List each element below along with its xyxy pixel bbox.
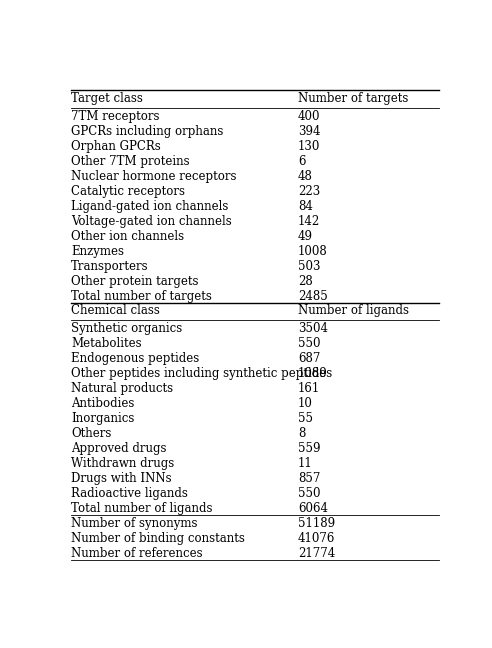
Text: Total number of targets: Total number of targets — [71, 290, 212, 303]
Text: 1008: 1008 — [298, 245, 328, 258]
Text: 51189: 51189 — [298, 517, 335, 530]
Text: Number of targets: Number of targets — [298, 92, 408, 105]
Text: Inorganics: Inorganics — [71, 412, 134, 425]
Text: 84: 84 — [298, 200, 313, 213]
Text: 550: 550 — [298, 337, 320, 350]
Text: Number of synonyms: Number of synonyms — [71, 517, 197, 530]
Text: Number of ligands: Number of ligands — [298, 305, 409, 318]
Text: Enzymes: Enzymes — [71, 245, 124, 258]
Text: 11: 11 — [298, 457, 312, 470]
Text: Radioactive ligands: Radioactive ligands — [71, 487, 188, 500]
Text: 559: 559 — [298, 442, 320, 455]
Text: Drugs with INNs: Drugs with INNs — [71, 472, 172, 485]
Text: Approved drugs: Approved drugs — [71, 442, 166, 455]
Text: 7TM receptors: 7TM receptors — [71, 110, 159, 123]
Text: Number of references: Number of references — [71, 547, 203, 560]
Text: Target class: Target class — [71, 92, 143, 105]
Text: 550: 550 — [298, 487, 320, 500]
Text: Voltage-gated ion channels: Voltage-gated ion channels — [71, 215, 232, 228]
Text: Other protein targets: Other protein targets — [71, 275, 199, 288]
Text: Antibodies: Antibodies — [71, 397, 134, 410]
Text: 161: 161 — [298, 382, 320, 395]
Text: Other ion channels: Other ion channels — [71, 230, 184, 243]
Text: Total number of ligands: Total number of ligands — [71, 502, 213, 515]
Text: 48: 48 — [298, 170, 313, 183]
Text: Nuclear hormone receptors: Nuclear hormone receptors — [71, 170, 237, 183]
Text: 400: 400 — [298, 110, 320, 123]
Text: Endogenous peptides: Endogenous peptides — [71, 353, 199, 365]
Text: Withdrawn drugs: Withdrawn drugs — [71, 457, 174, 470]
Text: Other 7TM proteins: Other 7TM proteins — [71, 155, 189, 168]
Text: Catalytic receptors: Catalytic receptors — [71, 185, 185, 198]
Text: 142: 142 — [298, 215, 320, 228]
Text: 130: 130 — [298, 140, 320, 153]
Text: 55: 55 — [298, 412, 313, 425]
Text: Metabolites: Metabolites — [71, 337, 142, 350]
Text: 223: 223 — [298, 185, 320, 198]
Text: 10: 10 — [298, 397, 313, 410]
Text: Other peptides including synthetic peptides: Other peptides including synthetic pepti… — [71, 367, 332, 380]
Text: 1089: 1089 — [298, 367, 328, 380]
Text: Transporters: Transporters — [71, 260, 149, 273]
Text: Number of binding constants: Number of binding constants — [71, 532, 245, 545]
Text: Ligand-gated ion channels: Ligand-gated ion channels — [71, 200, 228, 213]
Text: 41076: 41076 — [298, 532, 335, 545]
Text: 28: 28 — [298, 275, 312, 288]
Text: Chemical class: Chemical class — [71, 305, 160, 318]
Text: Natural products: Natural products — [71, 382, 173, 395]
Text: 857: 857 — [298, 472, 320, 485]
Text: Orphan GPCRs: Orphan GPCRs — [71, 140, 161, 153]
Text: 687: 687 — [298, 353, 320, 365]
Text: 2485: 2485 — [298, 290, 328, 303]
Text: Others: Others — [71, 427, 111, 440]
Text: 6: 6 — [298, 155, 306, 168]
Text: Synthetic organics: Synthetic organics — [71, 322, 182, 335]
Text: 3504: 3504 — [298, 322, 328, 335]
Text: 8: 8 — [298, 427, 305, 440]
Text: GPCRs including orphans: GPCRs including orphans — [71, 125, 223, 138]
Text: 6064: 6064 — [298, 502, 328, 515]
Text: 49: 49 — [298, 230, 313, 243]
Text: 394: 394 — [298, 125, 320, 138]
Text: 503: 503 — [298, 260, 320, 273]
Text: 21774: 21774 — [298, 547, 335, 560]
